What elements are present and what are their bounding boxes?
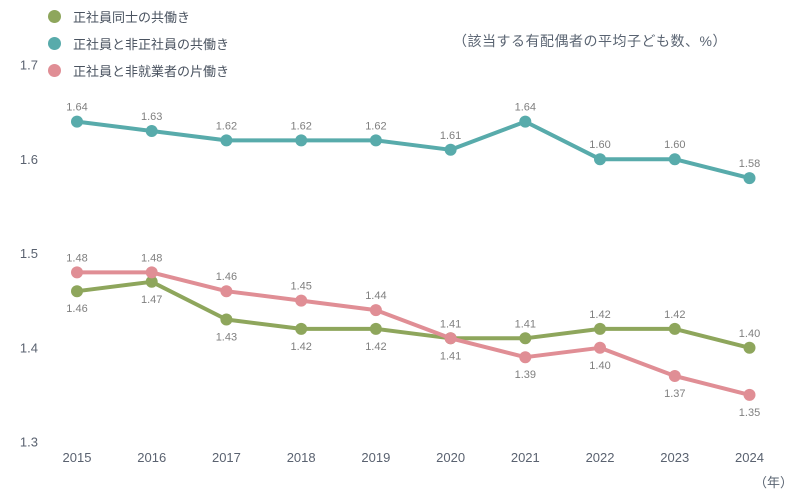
x-tick-label: 2015 <box>63 450 92 465</box>
legend-item-regular-nonregular: 正社員と非正社員の共働き <box>48 34 229 53</box>
data-point <box>743 388 756 401</box>
data-point <box>668 153 681 166</box>
series-line-2 <box>75 270 752 397</box>
data-point <box>519 332 532 345</box>
data-point <box>519 115 532 128</box>
data-label: 1.42 <box>664 309 685 321</box>
data-point <box>369 304 382 317</box>
data-label: 1.42 <box>365 341 386 353</box>
chart-title: （該当する有配偶者の平均子ども数、%） <box>453 33 727 49</box>
data-point <box>668 370 681 382</box>
series-line-1 <box>75 119 752 181</box>
data-point <box>444 332 457 345</box>
x-tick-label: 2019 <box>361 450 390 465</box>
data-label: 1.42 <box>290 341 311 353</box>
data-point <box>594 322 606 335</box>
data-point <box>444 143 457 156</box>
legend-label: 正社員と非就業者の片働き <box>73 64 230 79</box>
data-label: 1.48 <box>141 252 162 264</box>
data-point <box>743 341 756 354</box>
data-label: 1.43 <box>216 332 237 344</box>
legend-item-regular-nonworking: 正社員と非就業者の片働き <box>48 61 229 80</box>
legend-label: 正社員と非正社員の共働き <box>73 37 230 52</box>
data-point <box>295 322 308 335</box>
data-label: 1.64 <box>515 102 536 114</box>
data-point <box>145 266 158 279</box>
data-label: 1.41 <box>440 318 461 330</box>
x-tick-label: 2018 <box>287 450 316 465</box>
data-label: 1.62 <box>365 120 386 132</box>
legend-label: 正社員同士の共働き <box>73 10 191 25</box>
data-point <box>668 322 681 335</box>
data-label: 1.47 <box>141 294 162 306</box>
data-label: 1.58 <box>739 158 760 170</box>
y-tick-label: 1.3 <box>20 435 38 450</box>
x-tick-label: 2016 <box>137 450 166 465</box>
data-label: 1.41 <box>440 350 461 362</box>
data-point <box>220 285 233 298</box>
x-tick-label: 2022 <box>586 450 615 465</box>
data-label: 1.41 <box>515 318 536 330</box>
data-label: 1.42 <box>589 309 610 321</box>
data-label: 1.46 <box>66 303 87 315</box>
legend-dot-green-icon <box>48 10 61 23</box>
data-point <box>369 134 382 147</box>
data-point <box>220 313 233 326</box>
data-label: 1.46 <box>216 271 237 283</box>
data-point <box>743 172 756 185</box>
legend-item-regular-couple: 正社員同士の共働き <box>48 7 229 26</box>
data-label: 1.62 <box>290 120 311 132</box>
data-label: 1.63 <box>141 111 162 123</box>
y-tick-label: 1.7 <box>20 58 38 73</box>
x-tick-label: 2023 <box>660 450 689 465</box>
x-tick-label: 2017 <box>212 450 241 465</box>
data-point <box>71 115 83 128</box>
x-axis-unit-label: （年） <box>754 475 793 490</box>
data-point <box>71 285 83 298</box>
data-point <box>369 322 382 335</box>
data-point <box>220 134 233 147</box>
data-label: 1.44 <box>365 290 386 302</box>
data-label: 1.60 <box>589 139 610 151</box>
data-label: 1.35 <box>739 407 760 419</box>
data-label: 1.62 <box>216 120 237 132</box>
x-tick-label: 2021 <box>511 450 540 465</box>
data-point <box>145 275 158 288</box>
data-label: 1.48 <box>66 252 87 264</box>
data-point <box>594 153 606 166</box>
series-line-0 <box>75 279 752 350</box>
y-tick-label: 1.5 <box>20 246 38 261</box>
data-label: 1.45 <box>290 281 311 293</box>
data-point <box>295 294 308 307</box>
data-label: 1.40 <box>739 328 760 340</box>
data-point <box>594 341 606 354</box>
data-label: 1.60 <box>664 139 685 151</box>
x-tick-label: 2024 <box>735 450 764 465</box>
data-label: 1.37 <box>664 388 685 400</box>
data-point <box>295 134 308 147</box>
legend-dot-teal-icon <box>48 37 61 50</box>
x-tick-label: 2020 <box>436 450 465 465</box>
data-point <box>71 266 83 279</box>
data-label: 1.61 <box>440 130 461 142</box>
legend-dot-pink-icon <box>48 64 61 77</box>
data-label: 1.64 <box>66 102 87 114</box>
y-tick-label: 1.6 <box>20 152 38 167</box>
chart-legend: 正社員同士の共働き 正社員と非正社員の共働き 正社員と非就業者の片働き <box>48 7 229 80</box>
data-point <box>519 351 532 364</box>
data-label: 1.40 <box>589 360 610 372</box>
data-point <box>145 125 158 137</box>
y-tick-label: 1.4 <box>20 340 38 355</box>
data-label: 1.39 <box>515 369 536 381</box>
